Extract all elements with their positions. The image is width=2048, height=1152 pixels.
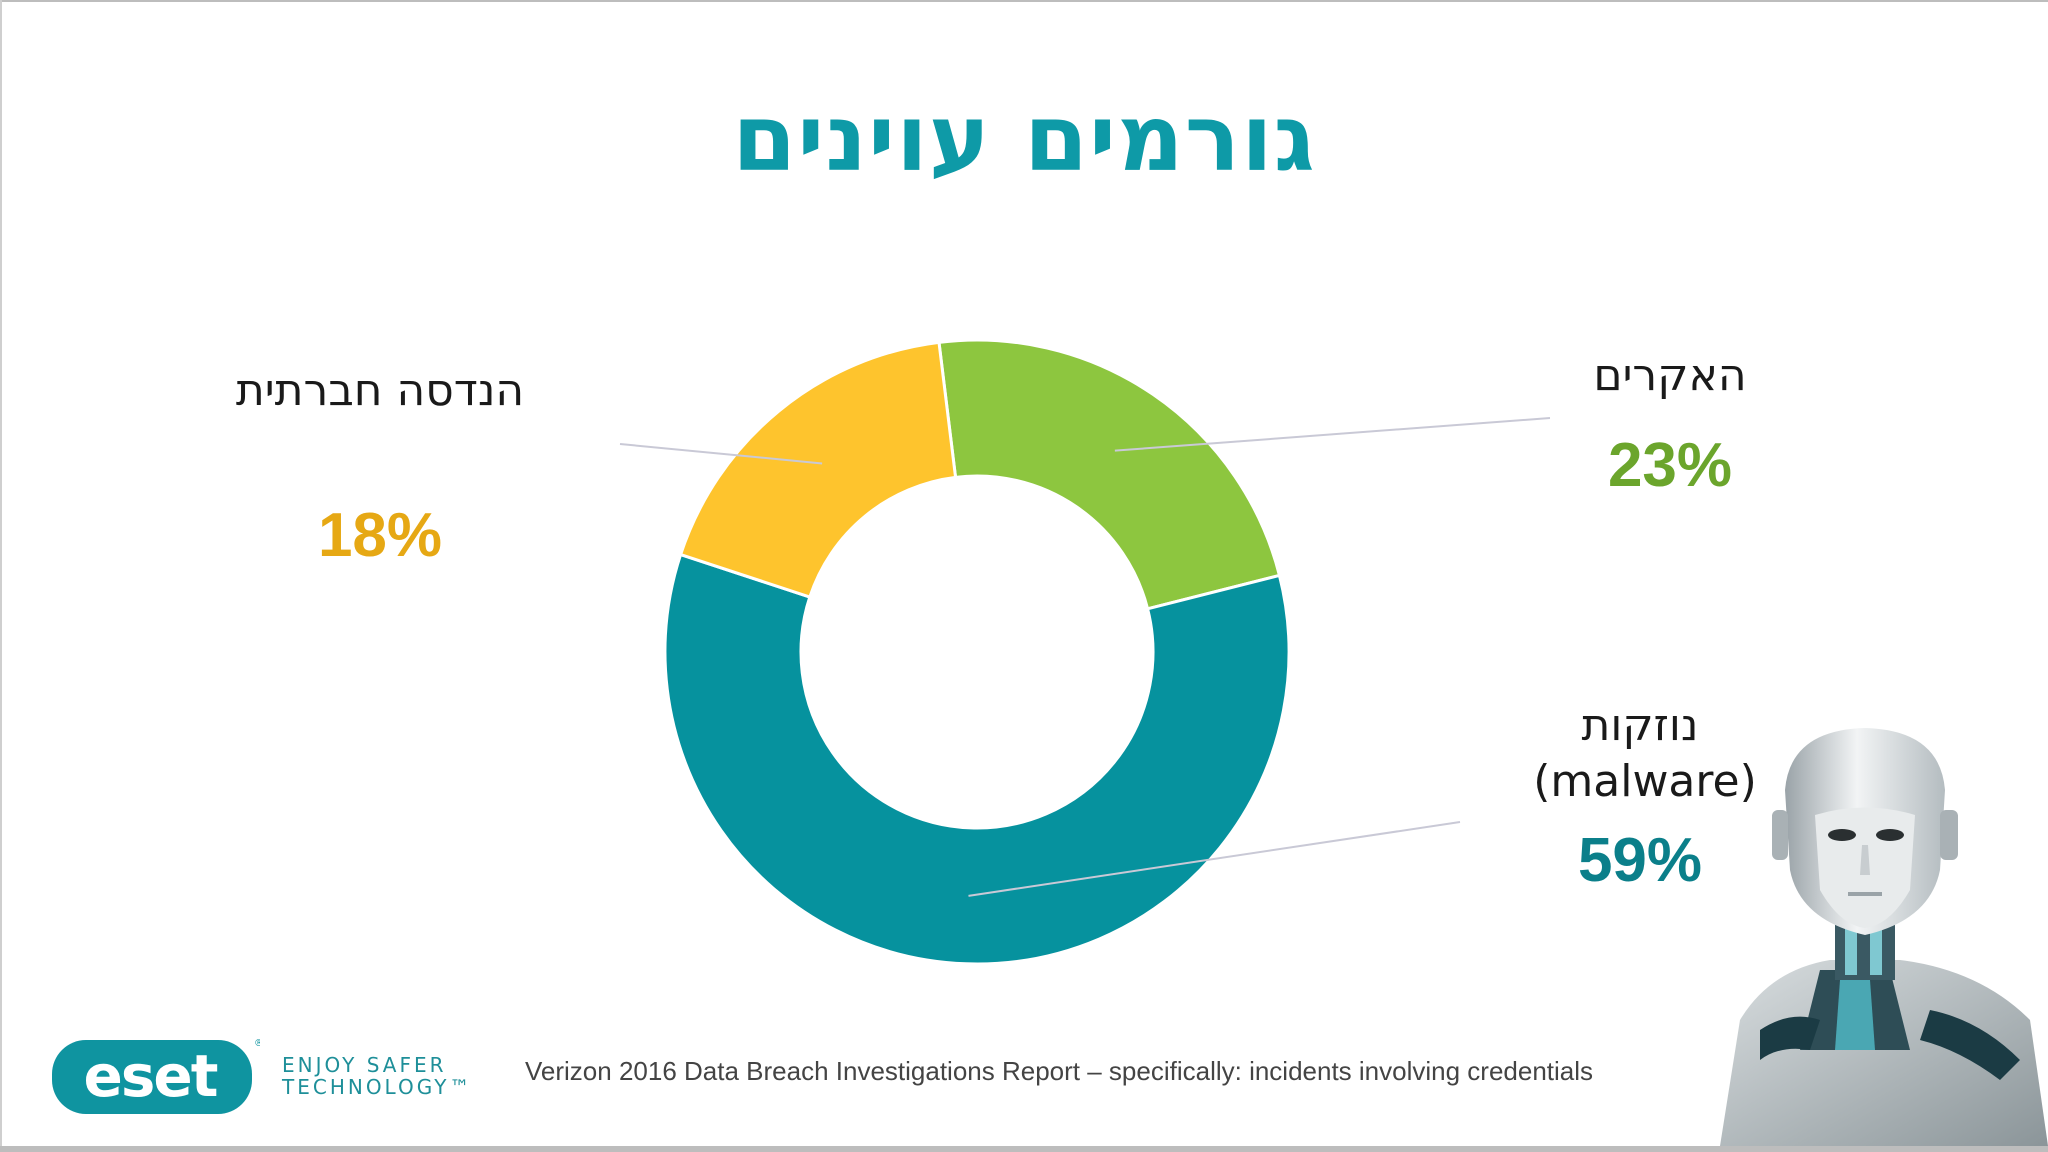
tagline: ENJOY SAFER TECHNOLOGY™ [282, 1054, 472, 1098]
robot-mascot-image [1720, 728, 2048, 1146]
value-social-engineering: 18% [317, 501, 443, 570]
slice-hackers [937, 338, 1282, 611]
tagline-line1: ENJOY SAFER [282, 1053, 447, 1077]
svg-text:®: ® [254, 1038, 260, 1049]
label-social-engineering: הנדסה חברתית [235, 365, 525, 416]
tagline-line2: TECHNOLOGY™ [282, 1075, 473, 1099]
guide-line-hackers [1114, 417, 1551, 452]
frame-top [0, 0, 2048, 2]
label-malware-sub: (malware) [1533, 756, 1757, 807]
source-note: Verizon 2016 Data Breach Investigations … [525, 1056, 1594, 1086]
eset-logo: eset ® [52, 1038, 260, 1114]
label-malware: נוזקות [1581, 700, 1699, 751]
frame-bottom [0, 1146, 2048, 1152]
guide-line-social-engineering [619, 443, 823, 465]
slice-malware [663, 552, 1291, 966]
value-hackers: 23% [1607, 431, 1733, 500]
slice-social-engineering [678, 340, 958, 599]
label-hackers: האקרים [1593, 350, 1747, 401]
guide-line-malware [968, 821, 1461, 897]
slide-title: גורמים עוינים [732, 85, 1316, 192]
logo-text: eset [84, 1042, 218, 1110]
value-malware: 59% [1577, 826, 1703, 895]
frame-left [0, 0, 2, 1152]
